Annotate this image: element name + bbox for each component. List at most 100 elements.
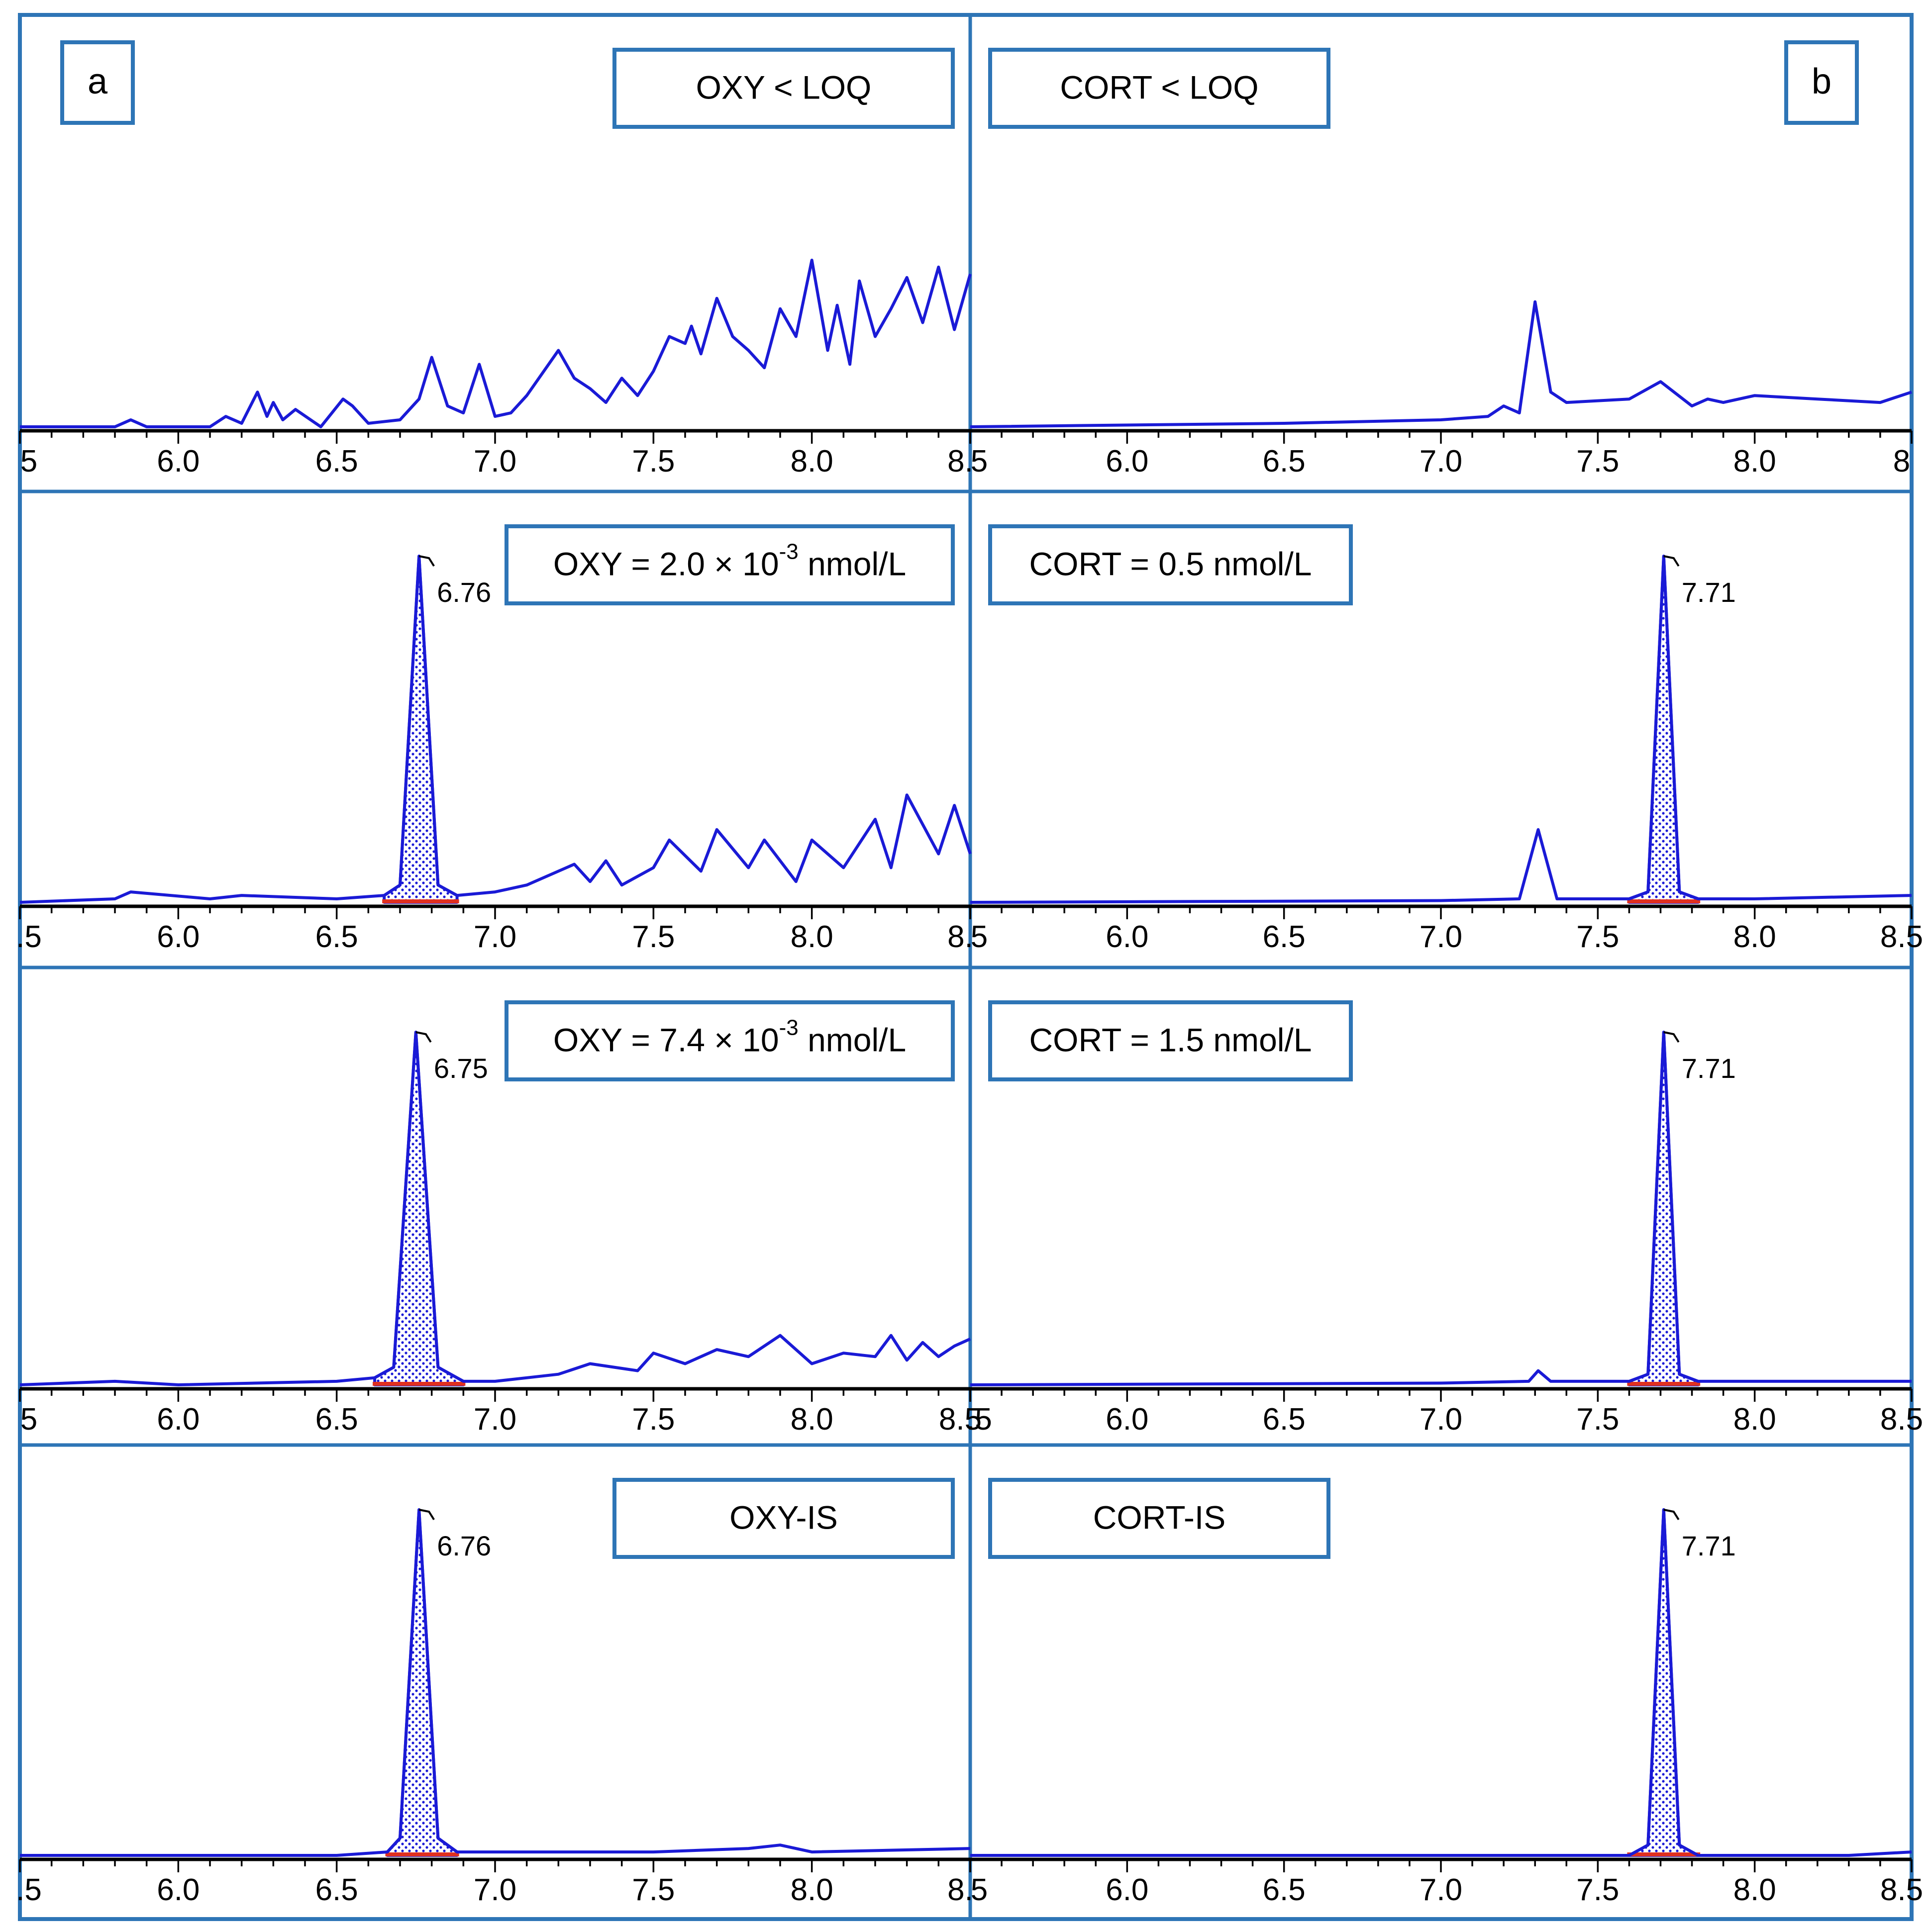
retention-time-label: 6.76 [437, 1530, 491, 1561]
x-tick-label: 6.0 [1106, 920, 1148, 954]
x-tick-label: 8.0 [791, 1873, 833, 1907]
retention-time-label: 7.71 [1682, 577, 1736, 608]
panel-b-1: 5 6.0 6.5 7.0 7.5 8.0 8 CORT < LOQ b [969, 40, 1913, 479]
panel-a-1: 5 6.0 6.5 7.0 7.5 8.0 8. OXY < LOQ a [19, 40, 973, 479]
x-tick-label: 6.0 [157, 444, 200, 479]
retention-time-label: 6.75 [434, 1053, 488, 1084]
x-tick-label: 8.5 [1880, 920, 1923, 954]
annotation-box [612, 48, 955, 129]
panel-letter: b [1812, 62, 1831, 101]
panel-b-2: 5 6.0 6.5 7.0 7.5 8.0 8.5 7.71 CORT = 0.5 nmol/L [969, 524, 1923, 954]
peak-flag [415, 1031, 432, 1043]
annotation-text: CORT = 1.5 nmol/L [1029, 1022, 1312, 1059]
chromatogram-trace [970, 555, 1912, 904]
chromatogram-trace [20, 1508, 971, 1857]
peak-flag [418, 1509, 435, 1521]
annotation-box [612, 1478, 955, 1559]
peak-area [1627, 1031, 1700, 1386]
x-tick-label: 6.5 [315, 1402, 358, 1437]
x-tick-label: .5 [966, 1402, 992, 1437]
x-tick-label: 8.5 [1880, 1873, 1923, 1907]
chromatogram-trace [970, 300, 1912, 428]
x-tick-label: 7.0 [1420, 1873, 1462, 1907]
x-tick-label: 8.0 [1733, 920, 1776, 954]
annotation-text: CORT < LOQ [1060, 69, 1258, 106]
annotation-text: OXY = 2.0 × 10-3 nmol/L [553, 539, 906, 582]
panel-a-3: 5 6.0 6.5 7.0 7.5 8.0 8.5 6.75 OXY = 7.4 × 10-3 … [19, 1000, 982, 1437]
x-tick-label: 6.5 [1263, 1402, 1306, 1437]
x-tick-label: 6.5 [315, 444, 358, 479]
x-tick-label: 5 [971, 920, 988, 954]
x-tick-label: 5 [20, 1402, 37, 1437]
x-tick-label: 6.5 [315, 920, 358, 954]
panel-letter-box [1784, 40, 1859, 125]
x-tick-label: 5 [20, 444, 37, 479]
retention-time-label: 7.71 [1682, 1530, 1736, 1561]
x-tick-label: 6.0 [1106, 444, 1148, 479]
panel-b-4: 5 6.0 6.5 7.0 7.5 8.0 8.5 7.71 CORT-IS [969, 1478, 1923, 1907]
annotation-box [505, 524, 955, 605]
x-tick-label: 7.5 [632, 1873, 675, 1907]
x-tick-label: 8.5 [1880, 1402, 1923, 1437]
chromatogram-trace [19, 555, 972, 904]
x-tick-label: 8. [947, 1873, 973, 1907]
x-tick-label: 6.5 [1263, 920, 1306, 954]
x-tick-label: 7.0 [474, 920, 516, 954]
panel-letter-box [60, 40, 135, 125]
x-tick-label: 8. [947, 920, 973, 954]
x-tick-label: .5 [16, 920, 42, 954]
x-tick-label: 7.5 [1576, 1873, 1619, 1907]
x-tick-label: 8. [947, 444, 973, 479]
annotation-text: OXY-IS [729, 1499, 838, 1536]
panel-a-4: .5 6.0 6.5 7.0 7.5 8.0 8. 6.76 OXY-IS [16, 1478, 973, 1907]
x-tick-label: 7.5 [1576, 444, 1619, 479]
x-tick-label: 7.0 [474, 1402, 516, 1437]
annotation-box [988, 1478, 1330, 1559]
x-tick-label: 7.5 [632, 920, 675, 954]
x-tick-label: 7.0 [1420, 1402, 1462, 1437]
x-tick-label: 6.0 [1106, 1873, 1148, 1907]
x-tick-label: 7.0 [474, 444, 516, 479]
peak-flag [1663, 1509, 1680, 1521]
peak-area [1627, 555, 1700, 904]
x-tick-label: .5 [16, 1873, 42, 1907]
x-tick-label: 6.5 [1263, 444, 1306, 479]
x-tick-label: 6.0 [157, 920, 200, 954]
x-tick-label: 8.0 [791, 920, 833, 954]
annotation-box [988, 48, 1330, 129]
x-tick-label: 5 [971, 444, 988, 479]
x-tick-label: 5 [971, 1873, 988, 1907]
peak-flag [1663, 1031, 1680, 1043]
annotation-text: CORT-IS [1093, 1499, 1225, 1536]
x-tick-label: 8.0 [1733, 1873, 1776, 1907]
x-tick-label: 6.0 [157, 1873, 200, 1907]
x-tick-label: 7.0 [1420, 920, 1462, 954]
x-tick-label: 6.5 [1263, 1873, 1306, 1907]
annotation-box [505, 1000, 955, 1081]
panel-letter: a [88, 62, 108, 101]
chromatogram-trace [970, 1508, 1912, 1857]
annotation-text: OXY = 7.4 × 10-3 nmol/L [553, 1015, 906, 1059]
chromatogram-trace [19, 1031, 971, 1386]
x-tick-label: 7.5 [632, 444, 675, 479]
x-tick-label: 7.5 [1576, 1402, 1619, 1437]
x-tick-label: 7.0 [1420, 444, 1462, 479]
annotation-text: OXY < LOQ [696, 69, 872, 106]
retention-time-label: 6.76 [437, 577, 491, 608]
x-tick-label: 8.5 [939, 1402, 982, 1437]
annotation-text: CORT = 0.5 nmol/L [1029, 546, 1312, 582]
x-tick-label: 6.0 [1106, 1402, 1148, 1437]
chromatogram-trace [970, 1031, 1912, 1386]
x-tick-label: 7.0 [474, 1873, 516, 1907]
x-tick-label: 8.0 [791, 444, 833, 479]
panel-b-3: .5 6.0 6.5 7.0 7.5 8.0 8.5 7.71 CORT = 1.5 nmol/… [966, 1000, 1923, 1437]
x-tick-label: 8.0 [1733, 1402, 1776, 1437]
peak-flag [418, 555, 435, 567]
annotation-box [988, 524, 1353, 605]
x-tick-label: 7.5 [1576, 920, 1619, 954]
panel-a-2: .5 6.0 6.5 7.0 7.5 8.0 8. 6.76 OXY = 2.0 × 10-3 … [16, 524, 973, 954]
peak-area [1627, 1508, 1700, 1857]
x-tick-label: 8.0 [791, 1402, 833, 1437]
retention-time-label: 7.71 [1682, 1053, 1736, 1084]
